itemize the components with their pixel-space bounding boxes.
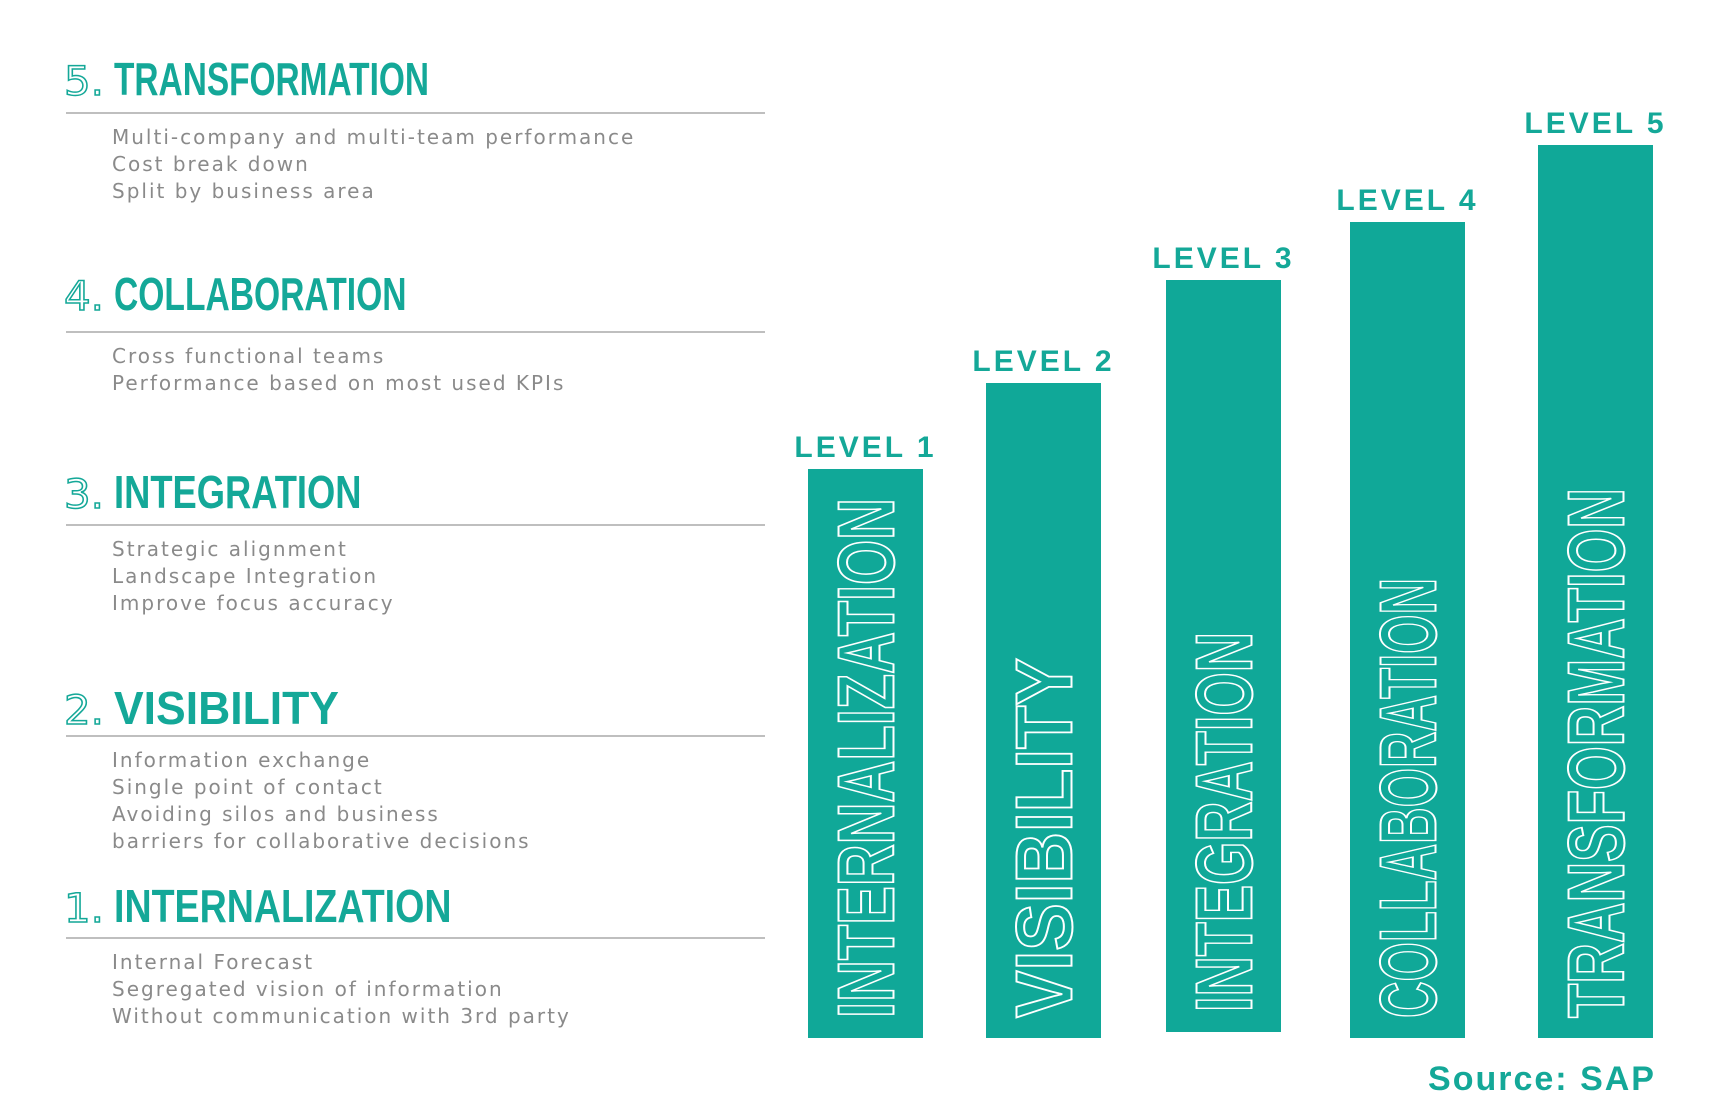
bar bbox=[808, 469, 923, 1038]
bar-label: LEVEL 3 bbox=[1152, 242, 1294, 275]
level-item: Multi-company and multi-team performance bbox=[112, 125, 635, 149]
level-title: INTEGRATION bbox=[114, 466, 362, 518]
level-title: INTERNALIZATION bbox=[114, 880, 452, 932]
bar-name: INTEGRATION bbox=[1180, 632, 1269, 1012]
bar-label: LEVEL 2 bbox=[972, 345, 1114, 378]
bar bbox=[986, 383, 1101, 1038]
bar bbox=[1166, 280, 1281, 1032]
level-item: Information exchange bbox=[112, 748, 371, 772]
bar-name: INTERNALIZATION bbox=[822, 498, 911, 1018]
bar-label: LEVEL 4 bbox=[1336, 184, 1478, 217]
level-item: Improve focus accuracy bbox=[112, 591, 395, 615]
level-item: Strategic alignment bbox=[112, 537, 348, 561]
level-title: TRANSFORMATION bbox=[114, 53, 429, 105]
level-number: 3. bbox=[64, 472, 104, 518]
bar-name: VISIBILITY bbox=[1000, 658, 1089, 1018]
level-item: Segregated vision of information bbox=[112, 977, 504, 1001]
level-number: 1. bbox=[64, 886, 104, 932]
bar-name: TRANSFORMATION bbox=[1552, 488, 1641, 1018]
bar bbox=[1350, 222, 1465, 1038]
level-title: COLLABORATION bbox=[114, 268, 407, 320]
level-item: Single point of contact bbox=[112, 775, 384, 799]
level-item: Cost break down bbox=[112, 152, 310, 176]
level-item: Split by business area bbox=[112, 179, 376, 203]
bar-label: LEVEL 5 bbox=[1524, 107, 1666, 140]
level-item: Without communication with 3rd party bbox=[112, 1004, 571, 1028]
bar-name: COLLABORATION bbox=[1364, 578, 1453, 1018]
bar-label: LEVEL 1 bbox=[794, 431, 936, 464]
level-item: Performance based on most used KPIs bbox=[112, 371, 565, 395]
level-number: 2. bbox=[64, 688, 104, 734]
level-item: Landscape Integration bbox=[112, 564, 378, 588]
bar bbox=[1538, 145, 1653, 1038]
level-number: 4. bbox=[64, 274, 104, 320]
level-item: Internal Forecast bbox=[112, 950, 314, 974]
level-title: VISIBILITY bbox=[114, 682, 339, 734]
level-number: 5. bbox=[64, 59, 104, 105]
level-item: Avoiding silos and business bbox=[112, 802, 440, 826]
level-item: Cross functional teams bbox=[112, 344, 385, 368]
source: Source: SAP bbox=[1428, 1060, 1656, 1098]
level-item: barriers for collaborative decisions bbox=[112, 829, 531, 853]
